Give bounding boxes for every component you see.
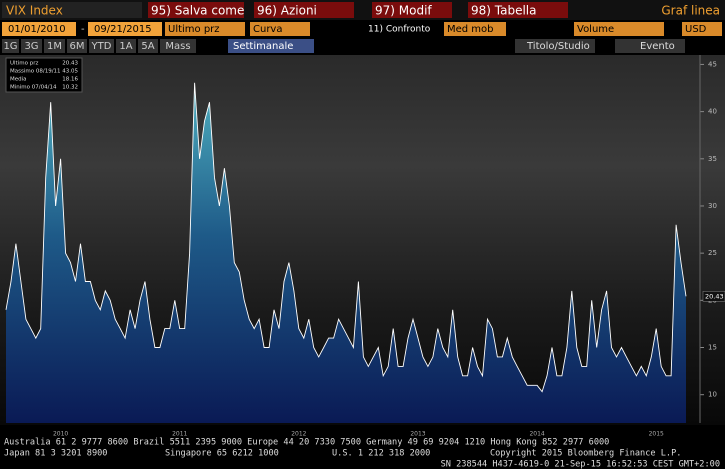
volume[interactable]: Volume (577, 24, 614, 35)
period-button[interactable] (44, 39, 65, 53)
footer-text: U.S. 1 212 318 2000 (332, 449, 430, 459)
chart-kind: Graf linea (661, 4, 720, 18)
footer-text: Singapore 65 6212 1000 (165, 449, 279, 459)
dropdown[interactable] (250, 22, 310, 36)
field[interactable]: Ultimo prz (168, 24, 220, 35)
dropdown[interactable] (444, 22, 506, 36)
legend (5, 57, 83, 93)
study[interactable]: Titolo/Studio (526, 41, 590, 52)
end-date[interactable]: 09/21/2015 (94, 24, 152, 35)
x-tick-label: 2014 (529, 431, 544, 438)
line (5, 82, 687, 393)
style[interactable]: Curva (253, 24, 282, 35)
legend-name: Ultimo prz (10, 61, 38, 67)
y-tick-label: 30 (708, 202, 717, 210)
legend-name: Massimo 08/19/11 (10, 69, 61, 75)
dropdown[interactable] (682, 22, 722, 36)
last-value-label: 20.43 (705, 292, 724, 300)
button[interactable] (254, 2, 354, 18)
currency[interactable]: USD (685, 24, 707, 35)
ticker: VIX Index (6, 4, 63, 18)
period-label[interactable]: YTD (91, 41, 112, 52)
legend-value: 10.32 (62, 85, 78, 91)
frequency[interactable] (228, 39, 314, 53)
x-tick-label: 2015 (649, 431, 664, 438)
last-value-tag (702, 291, 725, 302)
period-label[interactable]: 3G (24, 41, 38, 52)
footer-text: SN 238544 H437-4619-0 21-Sep-15 16:52:53… (441, 460, 720, 469)
dropdown[interactable] (574, 22, 664, 36)
period-label[interactable]: 1M (47, 41, 62, 52)
legend-value: 43.05 (62, 69, 78, 75)
footer-text: Japan 81 3 3201 8900 (4, 449, 107, 459)
legend-value: 20.43 (62, 61, 78, 67)
legend-value: 18.16 (62, 77, 78, 83)
period-label[interactable]: 1G (3, 41, 17, 52)
legend-name: Media (10, 77, 27, 83)
frequency-label[interactable]: Settimanale (233, 41, 293, 52)
dropdown[interactable] (165, 22, 245, 36)
y-tick-label: 10 (708, 391, 717, 399)
period-label[interactable]: 6M (70, 41, 85, 52)
x-tick-label: 2010 (53, 431, 68, 438)
period-label[interactable]: 1A (119, 41, 132, 52)
button-label[interactable]: 96) Azioni (257, 4, 317, 18)
y-tick-label: 40 (708, 108, 717, 116)
y-tick-label: 25 (708, 249, 717, 257)
period-button[interactable] (2, 39, 19, 53)
footer-text: Australia 61 2 9777 8600 Brazil 5511 239… (4, 438, 609, 448)
period-label[interactable]: Mass (165, 41, 190, 52)
y-tick-label: 45 (708, 60, 717, 68)
x-tick-label: 2012 (291, 431, 306, 438)
y-tick-label: 15 (708, 344, 717, 352)
period-buttons: 1G 3G 1M 6M YTD 1A 5A Mass (2, 39, 196, 53)
input[interactable] (2, 22, 76, 36)
x-tick-label: 2013 (410, 431, 425, 438)
start-date[interactable]: 01/01/2010 (8, 24, 66, 35)
button-label[interactable]: 97) Modif (375, 4, 432, 18)
dash: - (81, 24, 85, 35)
button[interactable] (615, 39, 685, 53)
plot: 1015202530354045201020112012201320142015… (5, 55, 725, 438)
event[interactable]: Evento (640, 41, 675, 52)
period-label[interactable]: 5A (141, 41, 154, 52)
x-tick-label: 2011 (172, 431, 187, 438)
period-button[interactable] (138, 39, 158, 53)
footer-text: Copyright 2015 Bloomberg Finance L.P. (490, 449, 681, 459)
legend-name: Minimo 07/04/14 (10, 85, 57, 91)
period-button[interactable] (116, 39, 136, 53)
button-label[interactable]: 98) Tabella (471, 4, 536, 18)
period-button[interactable] (67, 39, 87, 53)
ticker-box (2, 2, 142, 18)
area (6, 82, 686, 424)
button[interactable] (372, 2, 452, 18)
moving-average[interactable]: Med mob (447, 24, 494, 35)
button-label[interactable]: 95) Salva come (151, 4, 244, 18)
button[interactable] (515, 39, 595, 53)
button[interactable] (148, 2, 244, 18)
period-button[interactable] (89, 39, 114, 53)
button[interactable] (468, 2, 568, 18)
period-button[interactable] (160, 39, 196, 53)
compare[interactable]: 11) Confronto (368, 25, 431, 35)
input[interactable] (88, 22, 162, 36)
y-tick-label: 35 (708, 155, 717, 163)
period-button[interactable] (21, 39, 42, 53)
